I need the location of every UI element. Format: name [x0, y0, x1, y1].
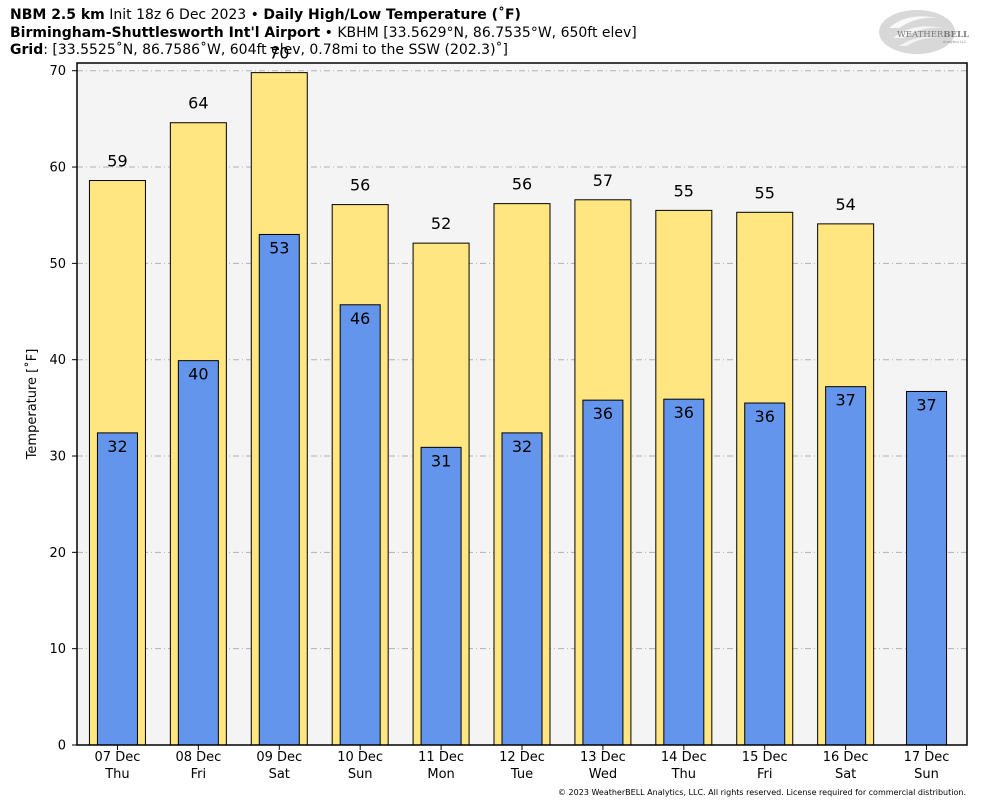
- low-value-label: 37: [916, 395, 936, 414]
- x-tick-weekday: Thu: [671, 767, 696, 782]
- x-tick-date: 10 Dec: [337, 750, 383, 765]
- low-value-label: 31: [431, 451, 451, 470]
- y-tick-label-60: 60: [49, 161, 66, 176]
- x-tick-date: 16 Dec: [823, 750, 869, 765]
- logo-text-bell: BELL: [943, 30, 969, 40]
- separator: •: [250, 7, 259, 23]
- y-tick-label-40: 40: [49, 353, 66, 368]
- x-tick-date: 09 Dec: [256, 750, 302, 765]
- low-bar: [744, 402, 786, 746]
- x-tick-weekday: Fri: [757, 767, 773, 782]
- low-value-label: 36: [674, 403, 694, 422]
- model-name: NBM 2.5 km: [10, 7, 105, 23]
- high-value-label: 70: [269, 44, 289, 63]
- y-tick-label-20: 20: [49, 546, 66, 561]
- header-line-1: NBM 2.5 km Init 18z 6 Dec 2023 • Daily H…: [10, 6, 521, 24]
- product-name: Daily High/Low Temperature (˚F): [263, 7, 521, 23]
- x-tick-weekday: Wed: [589, 767, 617, 782]
- high-value-label: 56: [350, 176, 370, 195]
- low-bar: [177, 360, 219, 746]
- low-value-label: 53: [269, 238, 289, 257]
- x-tick-date: 17 Dec: [904, 750, 950, 765]
- x-tick-date: 07 Dec: [95, 750, 141, 765]
- high-value-label: 55: [674, 181, 694, 200]
- x-tick-date: 15 Dec: [742, 750, 788, 765]
- low-value-label: 36: [755, 407, 775, 426]
- x-tick-weekday: Sat: [835, 767, 856, 782]
- x-tick-weekday: Sat: [269, 767, 290, 782]
- low-bar: [906, 390, 948, 746]
- low-value-label: 40: [188, 365, 208, 384]
- y-axis-label: Temperature [˚F]: [24, 349, 40, 461]
- low-value-label: 32: [107, 437, 127, 456]
- y-tick-label-30: 30: [49, 450, 66, 465]
- low-bar: [663, 398, 705, 746]
- low-value-label: 46: [350, 309, 370, 328]
- high-value-label: 59: [107, 152, 127, 171]
- bar-labels: 59 32 64 40 70 53 56 46 52 31 56 32 57 36 55 36 55 36 54 37…: [107, 44, 936, 471]
- low-bar: [258, 233, 300, 746]
- x-tick-weekday: Tue: [510, 767, 533, 782]
- x-tick-weekday: Thu: [104, 767, 129, 782]
- station-details: KBHM [33.5629°N, 86.7535°W, 650ft elev]: [337, 25, 637, 41]
- high-value-label: 56: [512, 175, 532, 194]
- low-bar: [825, 386, 867, 746]
- copyright-notice: © 2023 WeatherBELL Analytics, LLC. All r…: [558, 788, 966, 797]
- low-bar: [420, 446, 462, 746]
- x-tick-weekday: Sun: [348, 767, 373, 782]
- x-tick-date: 14 Dec: [661, 750, 707, 765]
- y-tick-label-0: 0: [58, 739, 66, 754]
- high-value-label: 52: [431, 214, 451, 233]
- header-line-3: Grid: [33.5525˚N, 86.7586˚W, 604ft elev,…: [10, 41, 508, 59]
- x-tick-weekday: Sun: [914, 767, 939, 782]
- high-value-label: 54: [835, 195, 855, 214]
- station-name: Birmingham-Shuttlesworth Int'l Airport: [10, 25, 321, 41]
- x-tick-date: 11 Dec: [418, 750, 464, 765]
- bars: [88, 72, 948, 746]
- low-value-label: 32: [512, 437, 532, 456]
- x-tick-date: 12 Dec: [499, 750, 545, 765]
- y-tick-label-70: 70: [49, 64, 66, 79]
- init-time: Init 18z 6 Dec 2023: [109, 7, 247, 23]
- logo-text: WEATHERBELL: [897, 30, 969, 40]
- y-tick-label-50: 50: [49, 257, 66, 272]
- grid-details: : [33.5525˚N, 86.7586˚W, 604ft elev, 0.7…: [43, 42, 509, 58]
- low-value-label: 36: [593, 404, 613, 423]
- y-tick-label-10: 10: [49, 642, 66, 657]
- x-tick-weekday: Fri: [191, 767, 207, 782]
- x-tick-weekday: Mon: [427, 767, 454, 782]
- separator: •: [324, 25, 333, 41]
- high-value-label: 57: [593, 171, 613, 190]
- high-value-label: 55: [755, 183, 775, 202]
- low-bar: [96, 432, 138, 746]
- x-axis: 07 Dec Thu 08 Dec Fri 09 Dec Sat 10 Dec Sun 11 D…: [95, 745, 950, 782]
- low-bar: [582, 399, 624, 746]
- low-value-label: 37: [835, 391, 855, 410]
- x-tick-date: 13 Dec: [580, 750, 626, 765]
- low-bar: [501, 432, 543, 746]
- y-axis: 0 10 20 30 40 50 60 70: [49, 64, 77, 754]
- logo-text-weather: WEATHER: [897, 30, 944, 40]
- header-line-2: Birmingham-Shuttlesworth Int'l Airport •…: [10, 24, 637, 42]
- weatherbell-logo: WEATHERBELL Analytics LLC: [879, 10, 969, 54]
- low-bar: [339, 304, 381, 746]
- logo-subtext: Analytics LLC: [943, 40, 967, 44]
- high-value-label: 64: [188, 94, 208, 113]
- x-tick-date: 08 Dec: [175, 750, 221, 765]
- grid-label: Grid: [10, 42, 44, 58]
